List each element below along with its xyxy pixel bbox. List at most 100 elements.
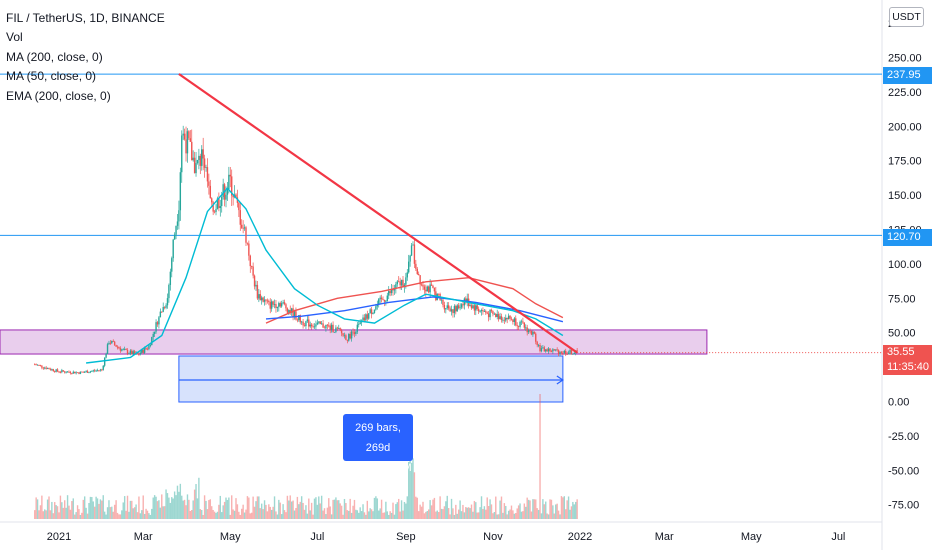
candle-body bbox=[383, 299, 386, 302]
candle-body bbox=[570, 350, 573, 355]
candle-body bbox=[492, 311, 494, 314]
measure-volume: Vol 875.943M bbox=[344, 462, 412, 474]
candle-body bbox=[455, 306, 457, 312]
volume-bar bbox=[322, 510, 324, 519]
volume-bar bbox=[496, 514, 498, 519]
volume-bar bbox=[543, 504, 546, 519]
legend-ema200[interactable]: EMA (200, close, 0) bbox=[6, 88, 111, 103]
candle-body bbox=[406, 272, 408, 278]
volume-bar bbox=[406, 496, 408, 519]
candle-body bbox=[547, 348, 550, 352]
candle-body bbox=[199, 155, 202, 166]
volume-bar bbox=[285, 512, 287, 519]
volume-bar bbox=[562, 497, 564, 519]
currency-button[interactable]: USDT bbox=[889, 7, 924, 27]
volume-bar bbox=[119, 514, 122, 519]
volume-bar bbox=[86, 513, 89, 519]
volume-bar bbox=[286, 495, 289, 519]
volume-bar bbox=[101, 500, 103, 519]
volume-bar bbox=[211, 506, 213, 519]
candle-body bbox=[527, 330, 530, 333]
candle-body bbox=[413, 244, 416, 264]
candle-body bbox=[206, 167, 209, 182]
volume-bar bbox=[532, 499, 534, 519]
candle-body bbox=[449, 308, 451, 312]
volume-bar bbox=[475, 502, 477, 519]
volume-bar bbox=[342, 514, 344, 519]
candle-body bbox=[51, 369, 53, 370]
volume-bar bbox=[443, 506, 446, 519]
candle-body bbox=[485, 311, 487, 313]
volume-bar bbox=[259, 508, 261, 519]
volume-bar bbox=[398, 498, 400, 519]
candle-body bbox=[111, 340, 113, 344]
candle-body bbox=[405, 277, 407, 285]
candle-body bbox=[560, 352, 563, 353]
legend-vol[interactable]: Vol bbox=[6, 30, 23, 45]
volume-bar bbox=[292, 500, 294, 519]
candle-body bbox=[318, 321, 320, 323]
candle-body bbox=[482, 310, 484, 312]
candle-body bbox=[315, 324, 317, 327]
candle-body bbox=[389, 291, 391, 294]
measure-arrow-head bbox=[556, 375, 564, 385]
candle-body bbox=[412, 244, 414, 246]
candle-body bbox=[343, 335, 346, 337]
volume-bar bbox=[517, 505, 520, 519]
volume-bar bbox=[183, 499, 186, 519]
candle-body bbox=[466, 298, 468, 303]
volume-bar bbox=[66, 495, 69, 519]
volume-bar bbox=[280, 514, 283, 519]
volume-bar bbox=[158, 500, 160, 519]
candle-body bbox=[173, 234, 176, 240]
volume-bar bbox=[352, 505, 354, 519]
volume-bar bbox=[189, 510, 192, 519]
candle-body bbox=[49, 369, 52, 370]
candle-body bbox=[345, 335, 347, 340]
candle-body bbox=[456, 305, 458, 312]
candle-body bbox=[276, 306, 279, 309]
volume-bar bbox=[540, 513, 543, 519]
candle-body bbox=[426, 286, 428, 292]
legend-ma50[interactable]: MA (50, close, 0) bbox=[6, 69, 97, 84]
volume-bar bbox=[92, 501, 94, 519]
candle-body bbox=[380, 297, 383, 300]
volume-bar bbox=[360, 511, 363, 519]
volume-bar bbox=[526, 497, 528, 519]
volume-bar bbox=[168, 497, 170, 519]
volume-bar bbox=[535, 499, 537, 519]
candle-body bbox=[503, 319, 506, 321]
volume-bar bbox=[179, 483, 182, 519]
candle-body bbox=[201, 149, 203, 166]
candle-body bbox=[513, 318, 516, 323]
volume-bar bbox=[450, 498, 453, 519]
legend-symbol[interactable]: FIL / TetherUS, 1D, BINANCE bbox=[6, 11, 165, 25]
volume-bar bbox=[199, 509, 202, 519]
volume-bar bbox=[566, 500, 568, 519]
volume-bar bbox=[193, 489, 196, 519]
volume-bar bbox=[390, 512, 393, 519]
volume-bar bbox=[229, 514, 231, 519]
candle-body bbox=[228, 174, 230, 190]
volume-bar bbox=[400, 500, 403, 519]
candle-body bbox=[549, 348, 551, 352]
candle-body bbox=[59, 372, 62, 373]
candle-body bbox=[543, 347, 546, 352]
volume-bar bbox=[435, 511, 437, 519]
volume-bar bbox=[232, 509, 234, 519]
legend-ma200[interactable]: MA (200, close, 0) bbox=[6, 49, 103, 64]
candle-body bbox=[336, 327, 339, 329]
volume-bar bbox=[235, 498, 237, 519]
ma50-line bbox=[86, 187, 564, 364]
volume-bar bbox=[41, 495, 43, 519]
volume-bar bbox=[241, 508, 243, 519]
candle-body bbox=[386, 295, 389, 302]
volume-bar bbox=[299, 501, 301, 519]
candle-body bbox=[495, 313, 497, 317]
volume-bar bbox=[95, 496, 97, 519]
candle-body bbox=[388, 291, 390, 296]
candle-body bbox=[519, 321, 521, 327]
volume-bar bbox=[336, 500, 339, 519]
